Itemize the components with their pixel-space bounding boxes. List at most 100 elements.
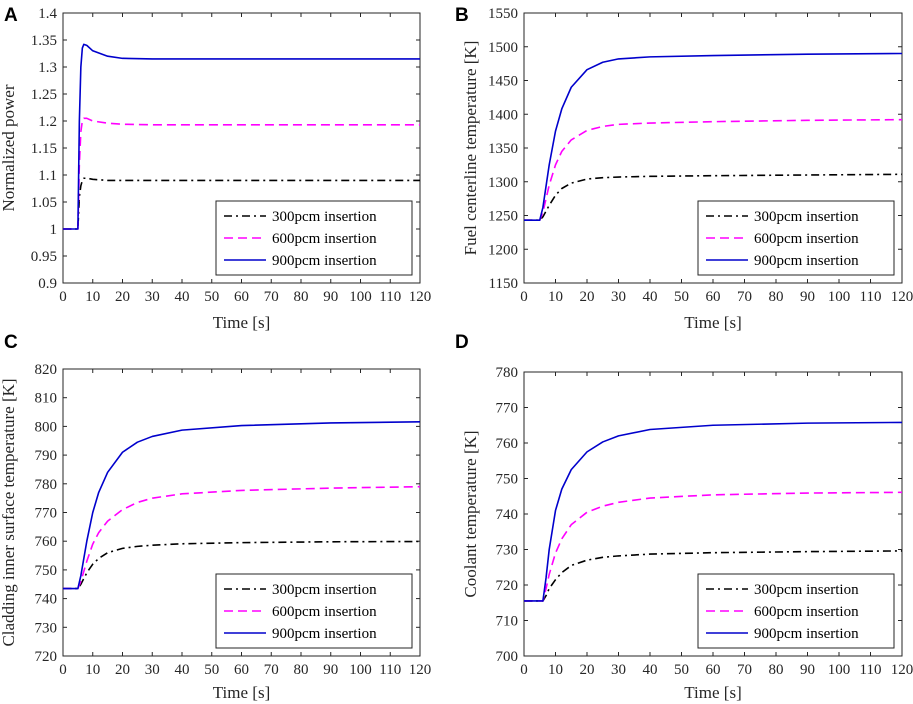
x-tick-label-b: 70: [737, 289, 752, 305]
y-tick-label-a: 1: [50, 222, 58, 238]
series-line-a-3: [63, 43, 420, 230]
x-tick-label-d: 80: [769, 662, 784, 678]
panel-letter-d: D: [455, 332, 469, 353]
x-tick-label-d: 100: [828, 662, 851, 678]
legend-d: 300pcm insertion 600pcm insertion 900pcm i…: [697, 573, 895, 649]
y-tick-label-d: 720: [496, 578, 519, 594]
y-tick-label-a: 0.9: [38, 276, 57, 292]
y-tick-label-b: 1450: [488, 74, 518, 90]
x-tick-label-b: 60: [706, 289, 721, 305]
x-tick-label-a: 40: [175, 289, 190, 305]
y-axis-label-d: Coolant temperature [K]: [461, 430, 480, 597]
x-tick-label-a: 50: [204, 289, 219, 305]
x-tick-label-c: 80: [294, 662, 309, 678]
y-tick-label-b: 1550: [488, 6, 518, 22]
series-line-a-1: [63, 177, 420, 230]
x-tick-label-c: 20: [115, 662, 130, 678]
x-tick-label-b: 120: [891, 289, 913, 305]
panel-b: 0 10 20 30 40 50 60 70 80 90 100 110 120 1150 1200 1250…: [455, 5, 913, 332]
legend-label-c-2: 600pcm insertion: [272, 604, 377, 620]
series-line-d-1: [524, 550, 902, 602]
x-tick-label-d: 110: [860, 662, 882, 678]
y-tick-label-d: 710: [496, 614, 519, 630]
y-tick-label-a: 1.2: [38, 114, 57, 130]
series-line-d-3: [524, 421, 902, 602]
x-tick-label-c: 70: [264, 662, 279, 678]
y-tick-label-c: 730: [35, 620, 58, 636]
legend-box-c: [215, 573, 413, 649]
x-tick-label-a: 30: [145, 289, 160, 305]
legend-label-d-2: 600pcm insertion: [754, 604, 859, 620]
y-tick-label-d: 740: [496, 507, 519, 523]
y-tick-label-d: 760: [496, 436, 519, 452]
series-line-c-3: [63, 421, 420, 590]
x-tick-label-c: 60: [234, 662, 249, 678]
legend-label-b-1: 300pcm insertion: [754, 209, 859, 225]
x-tick-label-b: 20: [580, 289, 595, 305]
y-tick-label-a: 1.1: [38, 168, 57, 184]
panel-letter-b: B: [455, 5, 469, 26]
x-tick-label-c: 40: [175, 662, 190, 678]
panel-d: 0 10 20 30 40 50 60 70 80 90 100 110 120 700 710 720 730…: [455, 332, 913, 702]
y-tick-label-d: 780: [496, 365, 519, 381]
series-line-c-2: [63, 485, 420, 590]
series-group-d: [524, 421, 902, 602]
x-tick-label-c: 50: [204, 662, 219, 678]
x-tick-label-c: 110: [379, 662, 401, 678]
x-tick-label-c: 30: [145, 662, 160, 678]
x-tick-label-a: 120: [409, 289, 432, 305]
x-tick-label-a: 0: [59, 289, 67, 305]
y-tick-label-c: 820: [35, 362, 58, 378]
panel-letter-a: A: [4, 5, 18, 26]
x-tick-label-a: 20: [115, 289, 130, 305]
panel-a: 0 10 20 30 40 50 60 70 80 90 100 110 120 0.9 0.95 1 1.05…: [0, 5, 431, 332]
x-tick-label-a: 60: [234, 289, 249, 305]
y-tick-label-c: 770: [35, 506, 58, 522]
series-group-c: [63, 421, 420, 590]
series-line-b-1: [524, 173, 902, 222]
y-tick-label-d: 750: [496, 472, 519, 488]
x-tick-label-d: 0: [520, 662, 528, 678]
y-tick-label-b: 1300: [488, 175, 518, 191]
y-tick-label-d: 700: [496, 649, 519, 665]
x-tick-label-d: 120: [891, 662, 913, 678]
series-line-b-2: [524, 118, 902, 222]
legend-c: 300pcm insertion 600pcm insertion 900pcm i…: [215, 573, 413, 649]
x-tick-label-b: 100: [828, 289, 851, 305]
legend-b: 300pcm insertion 600pcm insertion 900pcm i…: [697, 200, 895, 276]
legend-label-d-3: 900pcm insertion: [754, 626, 859, 642]
y-axis-label-c: Cladding inner surface temperature [K]: [0, 378, 18, 646]
series-line-c-1: [63, 540, 420, 590]
legend-label-b-2: 600pcm insertion: [754, 231, 859, 247]
x-tick-label-c: 120: [409, 662, 432, 678]
y-tick-label-c: 810: [35, 391, 58, 407]
x-tick-label-a: 10: [85, 289, 100, 305]
x-tick-label-a: 70: [264, 289, 279, 305]
x-axis-label-d: Time [s]: [684, 683, 741, 702]
y-tick-label-a: 1.25: [31, 87, 57, 103]
x-tick-label-d: 60: [706, 662, 721, 678]
y-tick-label-b: 1400: [488, 107, 518, 123]
panel-c: 0 10 20 30 40 50 60 70 80 90 100 110 120 720 730 740 750…: [0, 332, 431, 702]
x-tick-label-d: 40: [643, 662, 658, 678]
y-tick-label-c: 780: [35, 477, 58, 493]
x-tick-label-b: 30: [611, 289, 626, 305]
y-tick-label-c: 740: [35, 592, 58, 608]
x-axis-label-b: Time [s]: [684, 313, 741, 332]
y-tick-label-c: 790: [35, 448, 58, 464]
y-tick-label-c: 760: [35, 534, 58, 550]
x-tick-label-a: 100: [349, 289, 372, 305]
y-tick-label-a: 1.05: [31, 195, 57, 211]
legend-box-b: [697, 200, 895, 276]
y-tick-label-a: 1.4: [38, 6, 57, 22]
legend-label-c-1: 300pcm insertion: [272, 582, 377, 598]
y-tick-label-a: 0.95: [31, 249, 57, 265]
x-tick-label-c: 0: [59, 662, 67, 678]
x-tick-label-b: 40: [643, 289, 658, 305]
y-tick-label-b: 1250: [488, 209, 518, 225]
x-tick-label-b: 110: [860, 289, 882, 305]
x-tick-label-b: 10: [548, 289, 563, 305]
x-tick-label-d: 20: [580, 662, 595, 678]
panel-letter-c: C: [4, 332, 18, 353]
